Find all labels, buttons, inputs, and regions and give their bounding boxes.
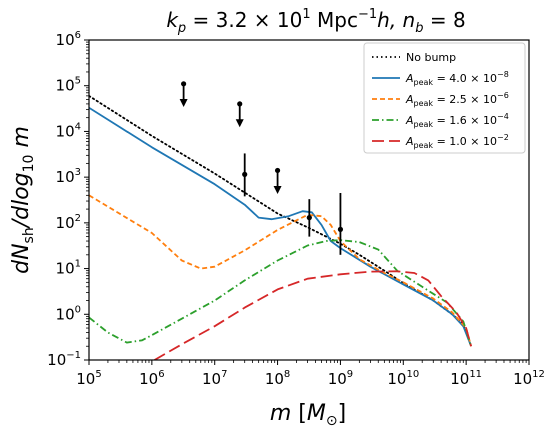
y-tick-label-5: 103	[56, 167, 81, 186]
series-line-2	[89, 106, 472, 347]
upper-limit-arrow-3	[273, 185, 282, 194]
error-point-2	[306, 215, 312, 221]
x-tick-label-2: 106	[139, 369, 164, 388]
x-axis-label: m [M⊙]	[270, 401, 346, 429]
legend-label-3: Apeak = 2.5 × 10−6	[405, 91, 509, 108]
legend-box	[363, 42, 526, 154]
series-line-5	[154, 270, 472, 360]
y-tick-label-7: 105	[56, 76, 81, 95]
x-tick-label-3: 107	[202, 369, 227, 388]
x-tick-label-1: 105	[76, 369, 101, 388]
upper-limit-arrow-1	[179, 98, 188, 107]
x-tick-label-8: 1012	[513, 369, 545, 388]
upper-limit-point-1	[181, 81, 187, 87]
plot-frame	[88, 39, 530, 361]
upper-limit-point-3	[274, 167, 281, 174]
upper-limit-point-2	[237, 101, 243, 107]
legend-label-5: Apeak = 1.0 × 10−2	[405, 133, 509, 150]
legend-label-1: No bump	[406, 51, 456, 64]
legend: No bump Apeak = 4.0 × 10−8 Apeak = 2.5 × 1…	[363, 42, 526, 154]
y-tick-label-1: 10−1	[47, 350, 81, 369]
legend-label-2: Apeak = 4.0 × 10−8	[405, 70, 509, 87]
data-points-layer	[179, 81, 344, 255]
error-point-3	[337, 226, 344, 232]
x-tick-label-7: 1011	[450, 369, 482, 388]
series-line-4	[89, 239, 472, 347]
series-layer	[89, 95, 472, 360]
error-point-1	[242, 171, 248, 177]
series-line-3	[89, 194, 472, 347]
x-tick-label-4: 108	[265, 369, 290, 388]
y-axis-label: dNsh/dlog10 m	[9, 126, 37, 274]
y-tick-label-6: 104	[56, 121, 81, 140]
x-tick-label-6: 1010	[387, 369, 419, 388]
y-tick-label-3: 101	[56, 259, 81, 278]
upper-limit-arrow-2	[235, 119, 244, 128]
legend-label-4: Apeak = 1.6 × 10−4	[405, 112, 509, 129]
axis-ticks: 105 106 107 108 109 1010 1011 1012 10−1 100 101 102…	[47, 30, 545, 388]
y-tick-label-4: 102	[56, 213, 81, 232]
y-tick-label-2: 100	[56, 304, 81, 323]
y-tick-label-8: 106	[56, 30, 81, 49]
x-tick-label-5: 109	[328, 369, 353, 388]
chart-title: kp = 3.2 × 101 Mpc−1h, nb = 8	[166, 7, 465, 36]
